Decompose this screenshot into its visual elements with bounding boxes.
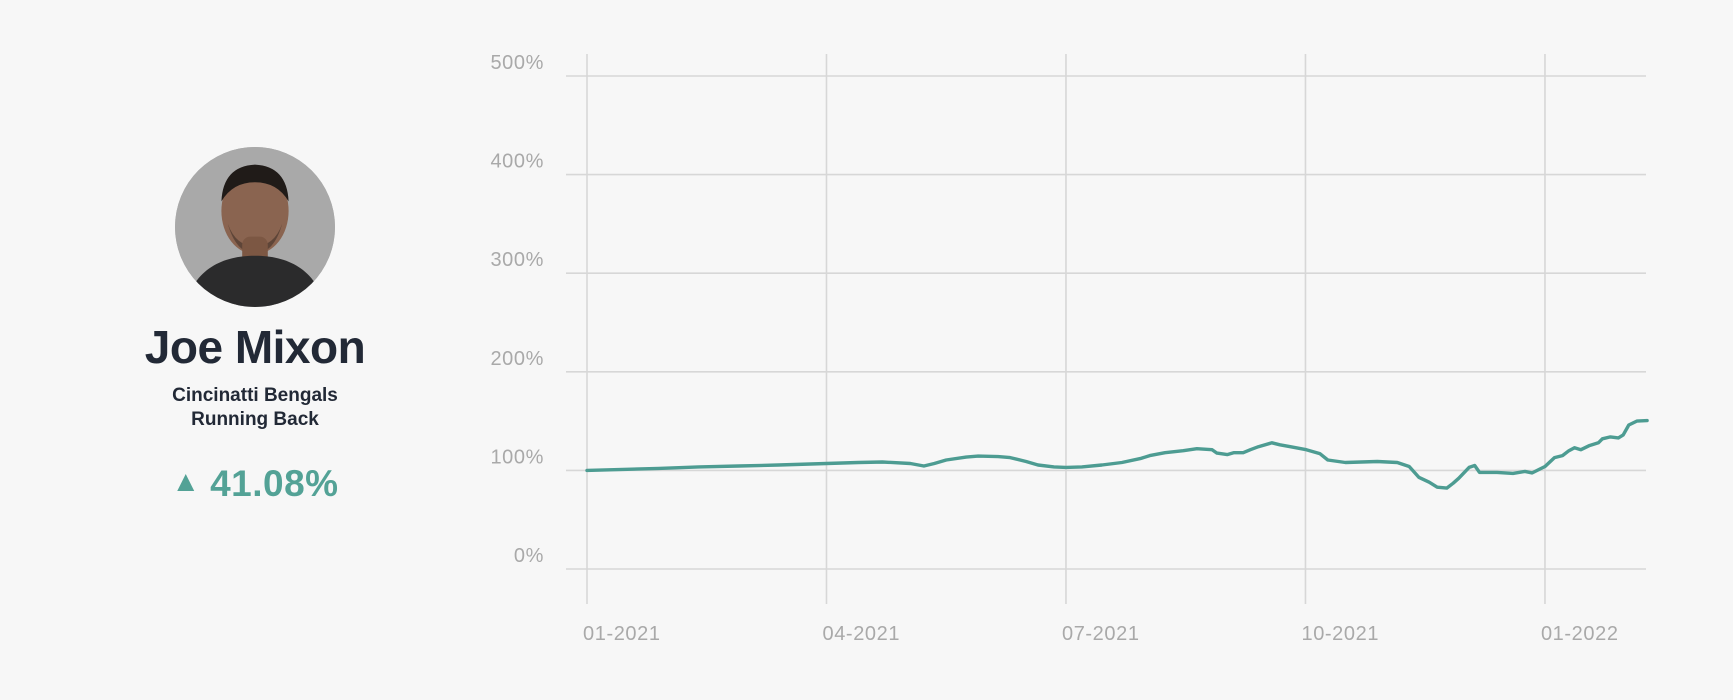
y-axis-tick-label: 200% — [490, 348, 544, 370]
y-axis-tick-label: 300% — [490, 249, 544, 271]
x-axis-tick-label: 07-2021 — [1062, 623, 1140, 645]
change-indicator: ▲ 41.08% — [171, 465, 338, 502]
x-axis-tick-label: 04-2021 — [822, 623, 900, 645]
avatar — [175, 147, 335, 307]
y-axis-tick-label: 100% — [490, 446, 544, 468]
y-axis-tick-label: 0% — [514, 545, 544, 567]
trend-up-triangle-icon: ▲ — [171, 466, 201, 499]
player-name: Joe Mixon — [144, 321, 366, 373]
player-card: Joe Mixon Cincinatti Bengals Running Bac… — [115, 147, 395, 502]
y-axis-tick-label: 400% — [490, 151, 544, 173]
player-headshot-icon — [175, 147, 335, 307]
player-position: Running Back — [191, 409, 319, 431]
trend-line — [585, 418, 1649, 490]
y-axis-tick-label: 500% — [490, 52, 544, 74]
player-team: Cincinatti Bengals — [172, 385, 338, 407]
x-axis-tick-label: 01-2022 — [1541, 623, 1619, 645]
change-percent-value: 41.08% — [210, 463, 339, 505]
x-axis-tick-label: 01-2021 — [583, 623, 661, 645]
x-axis-tick-label: 10-2021 — [1301, 623, 1379, 645]
